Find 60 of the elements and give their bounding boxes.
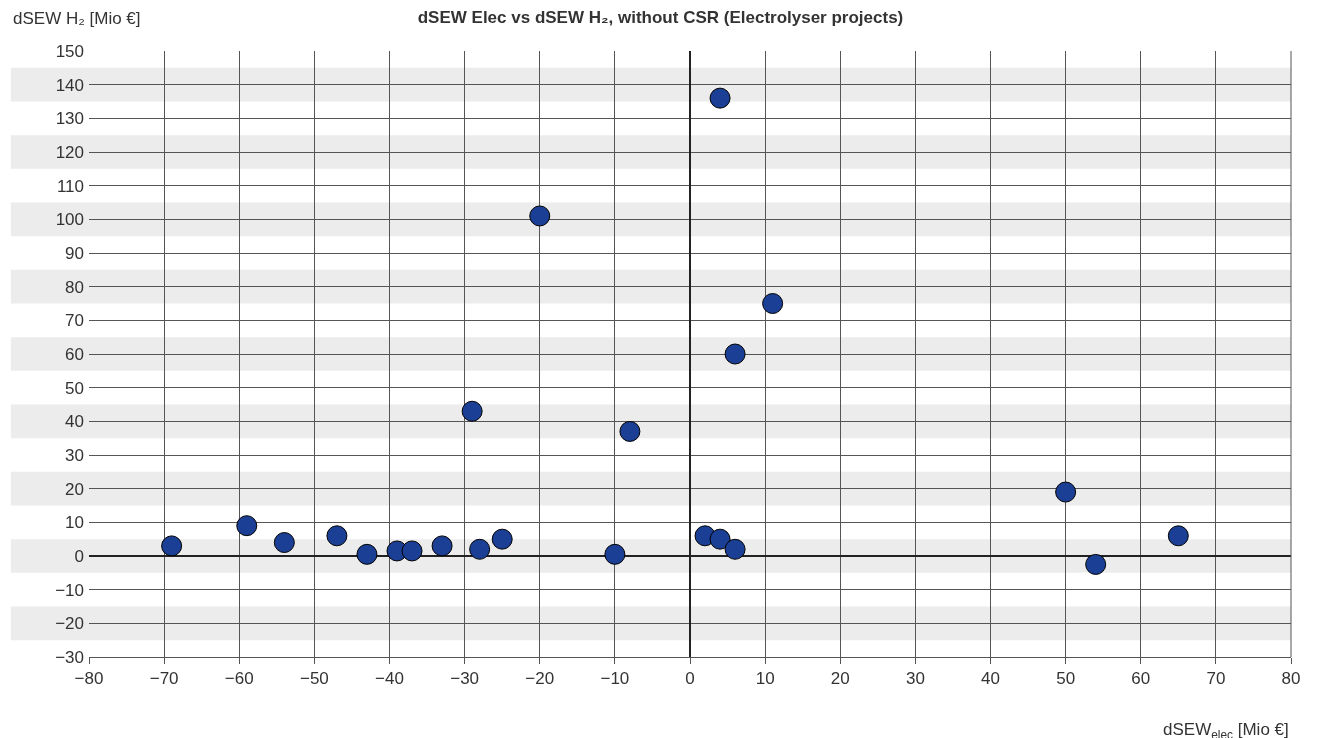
y-tick-label: 80 (65, 277, 84, 297)
y-tick-label: 30 (65, 445, 84, 465)
x-tick-label: −80 (74, 669, 104, 689)
point (709, 528, 731, 550)
x-tick-label: −60 (224, 669, 254, 689)
y-tick-label: 110 (56, 176, 84, 196)
x-tick-label: 30 (905, 669, 925, 689)
y-tick-label: 140 (55, 75, 84, 95)
point (1055, 481, 1077, 503)
x-tick-label: 60 (1131, 669, 1151, 689)
y-axis-title: dSEW H₂ [Mio €] (13, 9, 141, 28)
y-tick-label: 50 (65, 378, 84, 398)
y-tick-label: 130 (55, 109, 84, 129)
x-tick-label: 0 (685, 669, 695, 689)
y-tick-label: 40 (65, 412, 84, 432)
point (709, 87, 731, 109)
point (431, 535, 453, 557)
point (273, 532, 295, 554)
x-tick-label: 40 (981, 669, 1000, 689)
y-tick-label: −30 (55, 647, 84, 667)
point (491, 528, 513, 550)
point (326, 525, 348, 547)
y-tick-label: 100 (55, 210, 84, 230)
y-tick-label: 90 (65, 243, 84, 263)
point (529, 205, 551, 227)
x-axis-title: dSEW$_{elec}$ [Mio €] (1163, 720, 1289, 738)
point (236, 515, 258, 537)
y-tick-label: 60 (65, 344, 84, 364)
point (1085, 553, 1107, 575)
point (469, 538, 491, 560)
x-tick-label: 20 (830, 669, 850, 689)
x-tick-label: −20 (525, 669, 555, 689)
x-tick-label: 80 (1281, 669, 1301, 689)
x-tick-label: −50 (299, 669, 329, 689)
y-tick-label: 10 (65, 513, 84, 533)
y-tick-label: 0 (74, 546, 84, 566)
point (762, 293, 784, 314)
y-tick-label: 150 (55, 41, 84, 61)
point (356, 543, 378, 565)
x-tick-label: 10 (755, 669, 775, 689)
x-tick-label: −30 (450, 669, 480, 689)
y-tick-label: 70 (65, 311, 84, 331)
y-tick-label: −20 (55, 614, 84, 634)
chart-title: dSEW Elec vs dSEW H₂, without CSR (Electrolyser projects) (417, 7, 904, 27)
y-tick-label: −10 (55, 580, 84, 600)
point (461, 400, 483, 422)
point (1167, 525, 1189, 547)
point (724, 538, 746, 560)
y-tick-label: 20 (65, 479, 84, 499)
x-tick-label: 50 (1056, 669, 1076, 689)
x-tick-label: −40 (375, 669, 404, 689)
point (401, 540, 423, 562)
point (604, 543, 626, 565)
y-tick-label: 120 (55, 142, 84, 162)
x-tick-label: −10 (600, 669, 630, 689)
x-tick-label: −70 (149, 669, 179, 689)
point (619, 420, 641, 442)
x-tick-label: 70 (1206, 669, 1226, 689)
point (161, 535, 183, 557)
point (724, 343, 746, 365)
